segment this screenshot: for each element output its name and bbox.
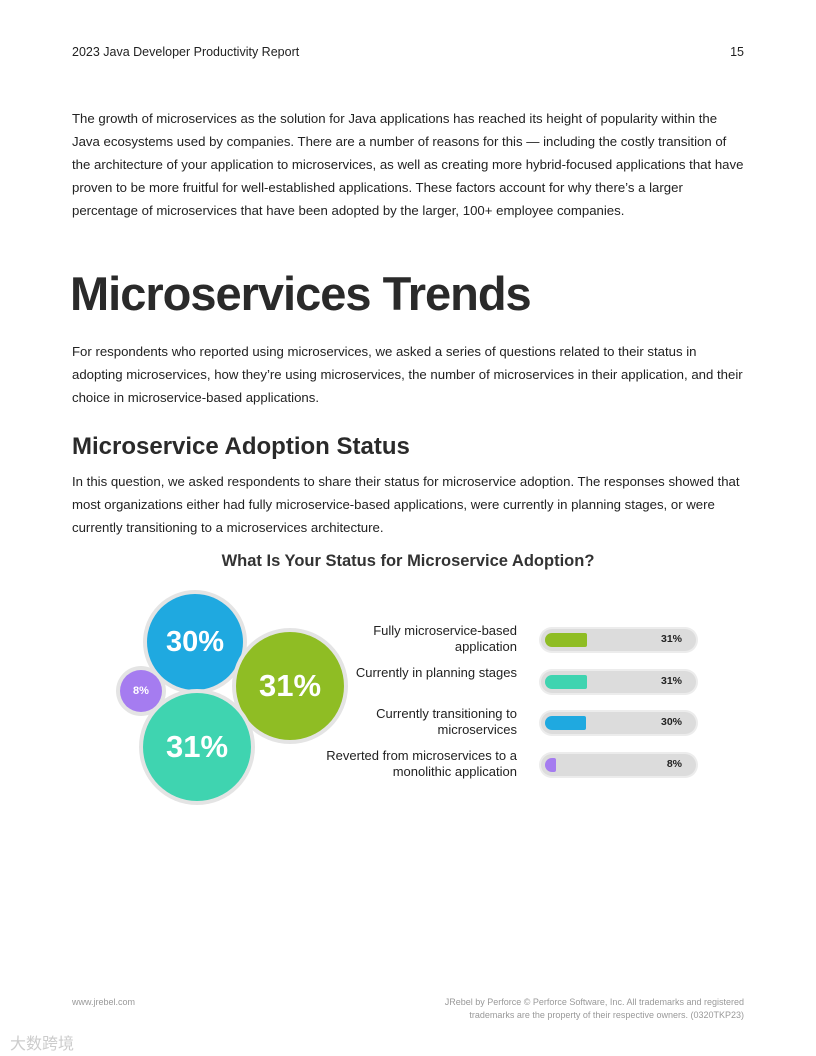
- bar-label: Reverted from microservices to a monolit…: [326, 747, 517, 779]
- bar-label: Currently transitioning to microservices: [376, 706, 517, 737]
- bubble-planning: 31%: [143, 693, 251, 801]
- bar-value-label: 31%: [660, 674, 682, 687]
- bubble-reverted: 8%: [120, 670, 162, 712]
- bar-value-label: 8%: [666, 757, 682, 770]
- report-title: 2023 Java Developer Productivity Report: [72, 45, 300, 59]
- bubble-label: 31%: [165, 729, 229, 764]
- subsection-title: Microservice Adoption Status: [72, 433, 410, 460]
- bubble-transitioning: 30%: [147, 594, 243, 690]
- section-paragraph: For respondents who reported using micro…: [72, 344, 743, 405]
- bar-fill: [545, 757, 556, 772]
- bar-fill: [545, 633, 587, 647]
- bar-label: Currently in planning stages: [355, 664, 517, 680]
- bar-fill: [545, 716, 586, 730]
- footer-legal: JRebel by Perforce © Perforce Software, …: [445, 996, 744, 1022]
- bar-row: Fully microservice-based application 31%: [330, 623, 710, 657]
- section-title: Microservices Trends: [70, 267, 532, 320]
- bar-fill: [545, 674, 587, 689]
- intro-paragraph: The growth of microservices as the solut…: [72, 111, 744, 218]
- bar-track: 31%: [541, 629, 696, 651]
- footer-legal-line: trademarks are the property of their res…: [469, 1010, 744, 1020]
- bar-row: Currently transitioning to microservices…: [330, 706, 710, 740]
- bubble-label: 30%: [165, 625, 225, 658]
- watermark: 大数跨境: [10, 1036, 75, 1053]
- bar-track: 31%: [541, 670, 696, 693]
- bar-value-label: 31%: [660, 633, 682, 645]
- footer-legal-line: JRebel by Perforce © Perforce Software, …: [444, 997, 744, 1007]
- page-number: 15: [730, 45, 744, 59]
- bubble-label: 8%: [133, 685, 149, 697]
- bar-row: Reverted from microservices to a monolit…: [326, 748, 710, 782]
- bar-row: Currently in planning stages 31%: [330, 665, 710, 699]
- bar-track: 8%: [541, 753, 696, 776]
- bubble-label: 31%: [258, 668, 322, 703]
- subsection-paragraph: In this question, we asked respondents t…: [72, 474, 740, 535]
- chart-title: What Is Your Status for Microservice Ado…: [221, 552, 595, 570]
- bar-label: Fully microservice-based application: [373, 623, 517, 654]
- bubble-fully: 31%: [236, 632, 344, 740]
- page-header: 2023 Java Developer Productivity Report …: [72, 45, 744, 59]
- bar-track: 30%: [541, 712, 696, 734]
- bar-value-label: 30%: [660, 716, 682, 728]
- footer-url: www.jrebel.com: [72, 997, 136, 1007]
